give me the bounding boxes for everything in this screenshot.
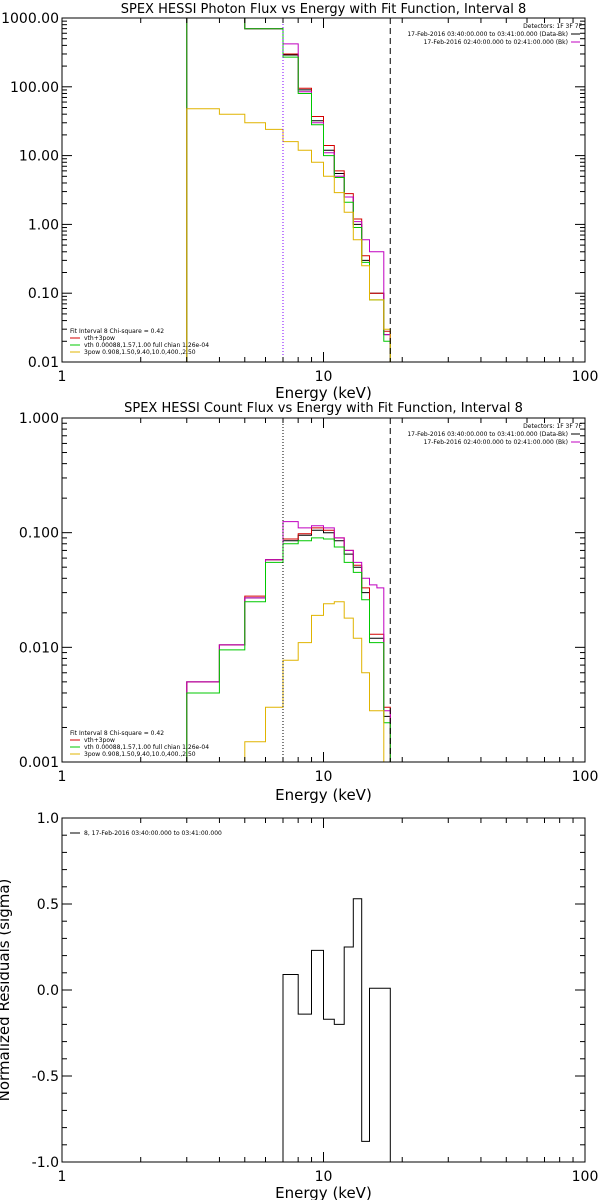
legend-entry: vth+3pow [84,737,115,744]
y-tick-label: 1.000 [19,411,59,427]
x-tick-label: 100 [572,369,599,385]
chart-panel-2: SPEX HESSI Count Flux vs Energy with Fit… [19,401,598,804]
x-tick-label: 10 [315,369,333,385]
series-line-3 [186,18,403,362]
x-axis-label: Energy (keV) [275,1184,372,1200]
legend-entry: 3pow 0.908,1.50,9.40,10.0,400.,2.50 [84,751,196,758]
x-axis-label: Energy (keV) [275,786,372,804]
legend-entry: vth 0.00088,1.57,1.00 full chian 1.26e-0… [84,744,209,751]
y-tick-label: 0.0 [37,983,59,999]
chart-panel-3: 1 10 100 Energy (keV) -1.0 -0.5 0.0 0.5 1.0 Norma… [0,811,598,1200]
x-tick-label: 1 [58,369,67,385]
series-line-3 [186,521,403,762]
header-line: 17-Feb-2016 03:40:00.000 to 03:41:00.000… [407,431,568,438]
y-tick-label: 0.01 [28,355,59,371]
data-layer [186,18,403,362]
legend-entry: 3pow 0.908,1.50,9.40,10.0,400.,2.50 [84,349,196,356]
header-line: Detectors: 1F 3F 7F [523,423,582,430]
y-tick-label: -0.5 [32,1069,59,1085]
series-line-2 [186,18,403,362]
header-line: 17-Feb-2016 02:40:00.000 to 02:41:00.000… [424,439,568,446]
y-tick-label: 1000.00 [1,11,59,27]
series-line-4 [186,18,403,362]
legend-entry: Fit Interval 8 Chi-square = 0.42 [70,328,164,335]
chart-title: SPEX HESSI Count Flux vs Energy with Fit… [124,401,523,416]
y-tick-label: 1.00 [28,217,59,233]
y-tick-label: 0.010 [19,640,59,656]
y-axis-label: Normalized Residuals (sigma) [0,879,13,1102]
x-axis-label: Energy (keV) [275,384,372,402]
x-tick-label: 100 [572,769,599,785]
x-tick-label: 10 [315,769,333,785]
legend-entry: vth 0.00088,1.57,1.00 full chian 1.26e-0… [84,342,209,349]
y-tick-label: -1.0 [32,1155,59,1171]
series-line-5 [186,601,403,762]
y-tick-label: 100.00 [10,80,59,96]
chart-title: SPEX HESSI Photon Flux vs Energy with Fi… [121,2,527,17]
x-tick-label: 1 [58,1169,67,1185]
legend-entry: vth+3pow [84,335,115,342]
series-line-4 [186,537,403,762]
header-line: Detectors: 1F 3F 7F [523,23,582,30]
y-tick-label: 1.0 [37,811,59,827]
y-tick-label: 0.100 [19,526,59,542]
series-line-5 [186,108,403,362]
x-tick-label: 1 [58,769,67,785]
legend-entry: 8, 17-Feb-2016 03:40:00.000 to 03:41:00.… [84,830,222,837]
plot-frame [61,417,586,763]
y-tick-label: 0.10 [28,286,59,302]
x-tick-label: 10 [315,1169,333,1185]
header-line: 17-Feb-2016 02:40:00.000 to 02:41:00.000… [424,39,568,46]
header-line: 17-Feb-2016 03:40:00.000 to 03:41:00.000… [407,31,568,38]
data-layer [282,898,391,1162]
series-line-1 [186,18,403,362]
legend-entry: Fit Interval 8 Chi-square = 0.42 [70,730,164,737]
y-tick-label: 0.001 [19,755,59,771]
chart-panel-1: SPEX HESSI Photon Flux vs Energy with Fi… [1,2,598,402]
y-tick-label: 0.5 [37,897,59,913]
series-line-1 [282,898,391,1162]
y-tick-label: 10.00 [19,149,59,165]
x-tick-label: 100 [572,1169,599,1185]
plot-frame [61,17,586,363]
data-layer [186,521,403,762]
